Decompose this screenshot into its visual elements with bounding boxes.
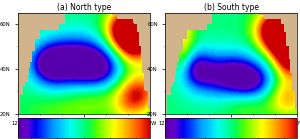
Title: (b) South type: (b) South type [204,3,259,12]
Title: (a) North type: (a) North type [57,3,111,12]
